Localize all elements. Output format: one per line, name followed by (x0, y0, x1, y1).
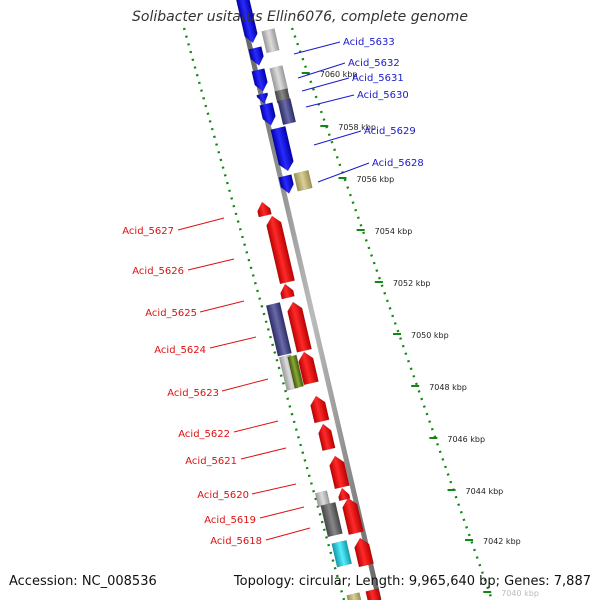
gene-acid-5626-arrow (266, 215, 296, 285)
gene-label-reverse[interactable]: Acid_5625 (145, 308, 197, 319)
gene-acid-5624-arrow (287, 301, 312, 353)
gene-acid-5627-arrow (257, 201, 272, 218)
gene-acid-5621-arrow (318, 423, 336, 452)
gene-label-forward[interactable]: Acid_5630 (357, 90, 409, 101)
inner-dotted-ring (182, 27, 346, 600)
red-feature (365, 588, 383, 600)
label-leader-line (240, 447, 287, 460)
gene-label-reverse[interactable]: Acid_5627 (122, 226, 174, 237)
gene-label-reverse[interactable]: Acid_5620 (197, 490, 249, 501)
topology-text: Topology: circular; Length: 9,965,640 bp… (233, 574, 591, 589)
label-leader-line (251, 483, 297, 495)
label-leader-line (187, 258, 235, 271)
tick-marks: 7060 kbp 7058 kbp 7056 kbp 7054 kbp 7052 kbp… (301, 70, 539, 598)
label-leader-line (177, 217, 225, 231)
tick-label: 7052 kbp (393, 279, 431, 288)
cyan-feature (331, 540, 353, 568)
gene-acid-5619-arrow (342, 497, 364, 536)
tick-label: 7048 kbp (429, 383, 467, 392)
label-leader-line (233, 420, 279, 433)
gene-features (235, 0, 383, 600)
tick-label: 7056 kbp (356, 175, 394, 184)
green-feature (287, 354, 304, 389)
tick-label: 7046 kbp (447, 435, 485, 444)
map-band (184, 0, 490, 600)
tick-label: 7050 kbp (411, 331, 449, 340)
tick-label: 7058 kbp (338, 123, 376, 132)
gene-acid-5620-arrow (329, 455, 350, 490)
gene-acid-5631-arrow (251, 68, 268, 92)
tick-label: 7060 kbp (320, 70, 358, 79)
outer-dotted-ring (290, 27, 494, 600)
gene-acid-5622-arrow (310, 395, 330, 424)
gene-label-reverse[interactable]: Acid_5622 (178, 429, 230, 440)
gene-label-forward[interactable]: Acid_5632 (348, 58, 400, 69)
gray-feature (261, 28, 280, 54)
gene-acid-5628-tail-arrow (278, 174, 294, 194)
tick-label: 7054 kbp (375, 227, 413, 236)
gene-label-forward[interactable]: Acid_5631 (352, 73, 404, 84)
gene-label-reverse[interactable]: Acid_5624 (154, 345, 206, 356)
label-leader-line (313, 130, 362, 146)
label-leader-line (259, 506, 305, 519)
gene-label-forward[interactable]: Acid_5633 (343, 37, 395, 48)
label-leader-line (305, 94, 355, 108)
gene-acid-5630-arrow (256, 92, 269, 105)
gene-acid-5625-arrow (280, 283, 295, 300)
gene-label-reverse[interactable]: Acid_5626 (132, 266, 184, 277)
gene-acid-5618-arrow (354, 537, 374, 568)
label-leader-line (199, 300, 245, 313)
slate-feature (277, 98, 297, 126)
label-leader-line (301, 77, 350, 92)
gene-acid-5628-arrow (270, 126, 294, 172)
gene-acid-5623-arrow (298, 351, 319, 386)
gene-labels: Acid_5633 Acid_5632 Acid_5631 Acid_5630 Acid… (122, 37, 424, 547)
gene-acid-5620b-arrow (338, 487, 351, 502)
label-leader-line (317, 162, 370, 183)
slate-feature (265, 302, 292, 357)
map-title: Solibacter usitatus Ellin6076, complete … (132, 9, 468, 25)
gene-acid-5633-arrow (235, 0, 258, 44)
gene-acid-5629-arrow (259, 102, 276, 126)
tick-label: 7042 kbp (483, 537, 521, 546)
gene-label-reverse[interactable]: Acid_5621 (185, 456, 237, 467)
olive-feature (293, 170, 313, 192)
gene-label-forward[interactable]: Acid_5628 (372, 158, 424, 169)
label-leader-line (265, 527, 311, 541)
label-leader-line (209, 336, 257, 349)
dark-gray-feature (320, 502, 343, 538)
tick-label: 7044 kbp (466, 487, 504, 496)
gene-acid-5632-arrow (248, 46, 264, 66)
label-leader-line (297, 62, 346, 79)
tick-label: 7040 kbp (501, 589, 539, 598)
label-leader-line (221, 378, 269, 392)
gene-label-forward[interactable]: Acid_5629 (364, 126, 416, 137)
accession-text: Accession: NC_008536 (9, 574, 157, 589)
label-leader-line (293, 41, 341, 55)
gray-feature (269, 65, 289, 94)
gene-label-reverse[interactable]: Acid_5618 (210, 536, 262, 547)
gene-label-reverse[interactable]: Acid_5619 (204, 515, 256, 526)
gene-label-reverse[interactable]: Acid_5623 (167, 388, 219, 399)
